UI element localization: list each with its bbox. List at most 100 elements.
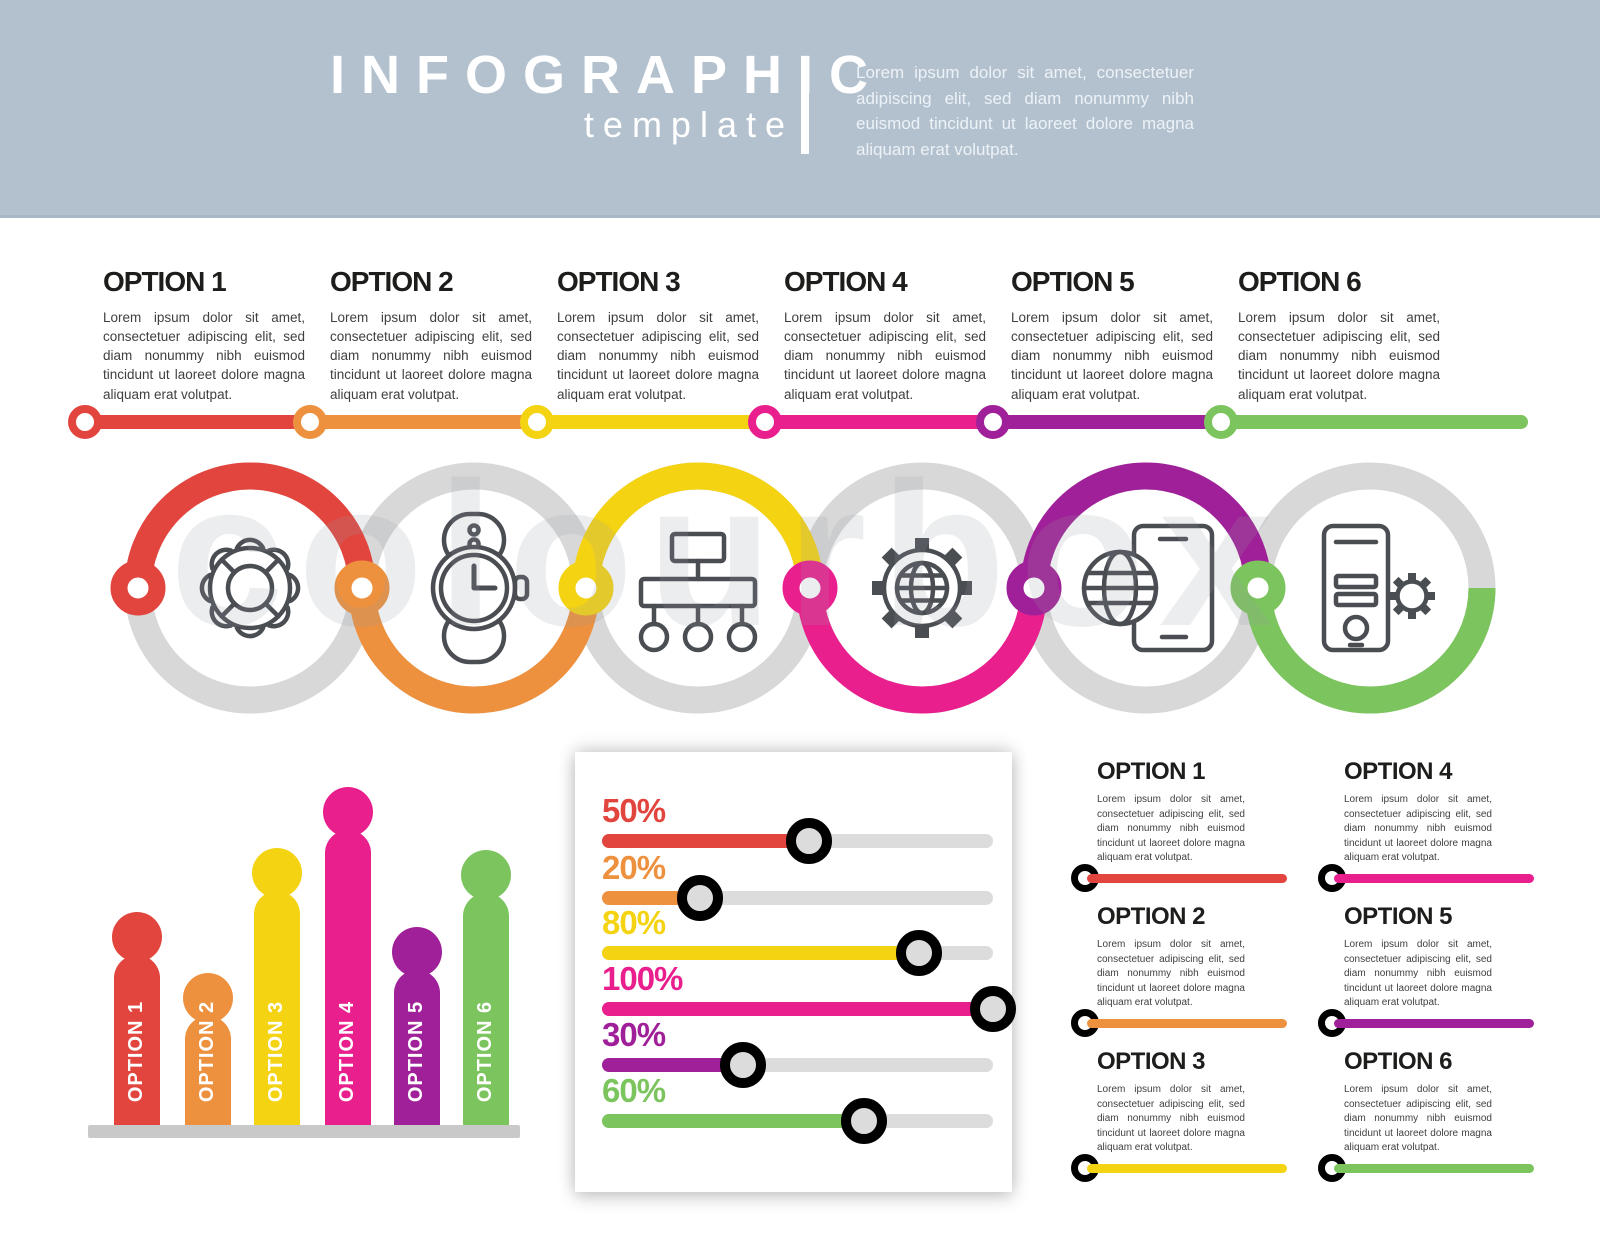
timeline-segment-6 (1221, 415, 1528, 429)
slider-5-fill (602, 1058, 743, 1072)
intro-paragraph: Lorem ipsum dolor sit amet, consectetuer… (856, 63, 1194, 159)
line-bar (1087, 1164, 1287, 1173)
ring-5-arc (1020, 462, 1272, 589)
timeline-segment-2 (310, 415, 537, 429)
bar-option-5: OPTION 5 (392, 927, 442, 1125)
slider-panel: 50% 20% 80% 100% 30% 60% (575, 752, 1016, 1192)
rings-chain (110, 462, 1496, 714)
block-6-line (1318, 1154, 1534, 1182)
timeline-node-4 (748, 405, 782, 439)
ring-node-6 (1230, 560, 1286, 616)
bar-label: OPTION 4 (336, 1000, 359, 1102)
bar-head (112, 912, 162, 962)
option-5-text: Lorem ipsum dolor sit amet, consectetuer… (1011, 310, 1213, 402)
block-2-line (1071, 1009, 1287, 1037)
option-5-title: OPTION 5 (1011, 266, 1135, 297)
smartphone-globe-icon (1081, 523, 1215, 653)
option-4-text: Lorem ipsum dolor sit amet, consectetuer… (784, 310, 986, 402)
option-2-text: Lorem ipsum dolor sit amet, consectetuer… (330, 310, 532, 402)
ring-6-arc (1244, 587, 1496, 714)
block-option-5: OPTION 5 Lorem ipsum dolor sit amet, con… (1318, 903, 1534, 1073)
option-column-4: OPTION 4 Lorem ipsum dolor sit amet, con… (784, 266, 986, 404)
bar-head (461, 850, 511, 900)
bar-option-6: OPTION 6 (461, 850, 511, 1125)
bar-label: OPTION 3 (265, 1000, 288, 1102)
slider-1-knob (786, 818, 832, 864)
option-6-title: OPTION 6 (1238, 266, 1362, 297)
block-4-title: OPTION 4 (1344, 758, 1453, 785)
option-column-5: OPTION 5 Lorem ipsum dolor sit amet, con… (1011, 266, 1213, 404)
option-6-text: Lorem ipsum dolor sit amet, consectetuer… (1238, 310, 1440, 402)
bar-option-3: OPTION 3 (252, 848, 302, 1125)
block-1-line (1071, 864, 1287, 892)
sitemap-icon (638, 531, 758, 653)
block-4-text: Lorem ipsum dolor sit amet, consectetuer… (1344, 794, 1492, 863)
line-node (1071, 864, 1099, 892)
timeline-segment-3 (537, 415, 765, 429)
title-block: INFOGRAPHIC template (330, 45, 868, 145)
stock-watermark: colourbox (170, 440, 1287, 669)
timeline-node-5 (976, 405, 1010, 439)
bar-label: OPTION 2 (196, 1000, 219, 1102)
timeline-node-2 (293, 405, 327, 439)
block-option-4: OPTION 4 Lorem ipsum dolor sit amet, con… (1318, 758, 1534, 928)
bar-body (394, 970, 440, 1125)
header-band: INFOGRAPHIC template Lorem ipsum dolor s… (0, 0, 1600, 218)
bar-head (183, 973, 233, 1023)
option-column-1: OPTION 1 Lorem ipsum dolor sit amet, con… (103, 266, 305, 404)
line-bar (1334, 874, 1534, 883)
block-3-title: OPTION 3 (1097, 1048, 1206, 1075)
page-subtitle: template (583, 104, 794, 146)
timeline-segment-5 (993, 415, 1221, 429)
timeline-node-6 (1204, 405, 1238, 439)
block-option-1: OPTION 1 Lorem ipsum dolor sit amet, con… (1071, 758, 1287, 928)
option-3-text: Lorem ipsum dolor sit amet, consectetuer… (557, 310, 759, 402)
option-1-text: Lorem ipsum dolor sit amet, consectetuer… (103, 310, 305, 402)
slider-1-fill (602, 834, 809, 848)
slider-4-value: 100% (602, 960, 683, 997)
slider-4-knob (970, 986, 1016, 1032)
option-3-title: OPTION 3 (557, 266, 681, 297)
slider-3-knob (896, 930, 942, 976)
bar-option-2: OPTION 2 (183, 973, 233, 1125)
option-1-title: OPTION 1 (103, 266, 227, 297)
slider-5-knob (720, 1042, 766, 1088)
timeline-segment-1 (85, 415, 310, 429)
block-5-text: Lorem ipsum dolor sit amet, consectetuer… (1344, 939, 1492, 1008)
slider-5-value: 30% (602, 1016, 666, 1053)
block-2-title: OPTION 2 (1097, 903, 1206, 930)
bar-body (325, 830, 371, 1125)
bar-body (114, 955, 160, 1125)
bar-label: OPTION 6 (474, 1000, 497, 1102)
bar-label: OPTION 5 (405, 1000, 428, 1102)
slider-3-value: 80% (602, 904, 666, 941)
ring-node-3 (558, 560, 614, 616)
block-5-line (1318, 1009, 1534, 1037)
bar-head (323, 787, 373, 837)
slider-6-value: 60% (602, 1072, 666, 1109)
bar-head (392, 927, 442, 977)
option-column-6: OPTION 6 Lorem ipsum dolor sit amet, con… (1238, 266, 1440, 404)
title-divider (801, 56, 809, 154)
bar-chart-baseline (88, 1125, 520, 1138)
bar-body (463, 893, 509, 1125)
slider-6-knob (841, 1098, 887, 1144)
block-1-title: OPTION 1 (1097, 758, 1206, 785)
timeline-node-3 (520, 405, 554, 439)
ring-node-5 (1006, 560, 1062, 616)
gear-globe-icon (872, 538, 972, 638)
line-bar (1087, 874, 1287, 883)
slider-2-knob (677, 875, 723, 921)
slider-6-fill (602, 1114, 864, 1128)
page-title: INFOGRAPHIC (330, 45, 884, 105)
block-4-line (1318, 864, 1534, 892)
block-option-6: OPTION 6 Lorem ipsum dolor sit amet, con… (1318, 1048, 1534, 1218)
ring-node-1 (110, 560, 166, 616)
bar-body (254, 891, 300, 1125)
line-bar (1334, 1019, 1534, 1028)
block-6-text: Lorem ipsum dolor sit amet, consectetuer… (1344, 1084, 1492, 1153)
slider-2-value: 20% (602, 849, 666, 886)
bar-option-4: OPTION 4 (323, 787, 373, 1125)
block-5-title: OPTION 5 (1344, 903, 1453, 930)
block-6-title: OPTION 6 (1344, 1048, 1453, 1075)
